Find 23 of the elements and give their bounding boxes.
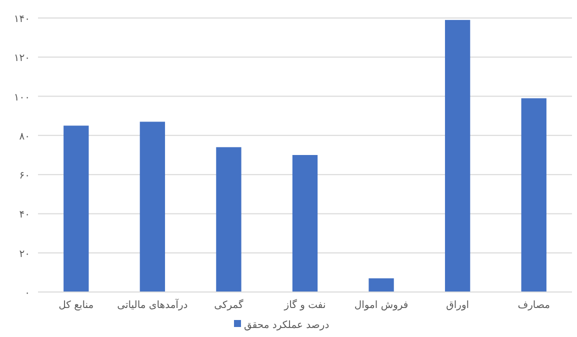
x-tick-label: منابع کل — [58, 300, 94, 311]
y-tick-label: ۱۴۰ — [14, 14, 30, 25]
y-tick-label: ۱۰۰ — [14, 92, 30, 104]
x-tick-label: مصارف — [518, 300, 550, 311]
x-tick-label: نفت و گاز — [283, 299, 326, 311]
legend-label: درصد عملکرد محقق — [244, 320, 330, 331]
y-tick-label: ۲۰ — [19, 248, 30, 260]
x-tick-label: گمرکی — [214, 299, 244, 311]
x-tick-label: درآمدهای مالیاتی — [117, 298, 188, 311]
x-tick-label: فروش اموال — [354, 300, 408, 311]
y-tick-label: ۶۰ — [19, 170, 30, 182]
x-tick-label: اوراق — [446, 300, 470, 311]
bar — [140, 122, 166, 292]
bar — [64, 126, 89, 292]
bar — [521, 98, 546, 292]
y-tick-label: ۱۲۰ — [14, 53, 30, 64]
y-tick-label: ۸۰ — [19, 131, 30, 142]
bar — [444, 20, 470, 292]
y-tick-label: ۰ — [24, 288, 30, 299]
bar — [216, 147, 242, 292]
y-tick-label: ۴۰ — [19, 210, 30, 221]
bar — [368, 278, 394, 292]
bar — [292, 155, 318, 292]
